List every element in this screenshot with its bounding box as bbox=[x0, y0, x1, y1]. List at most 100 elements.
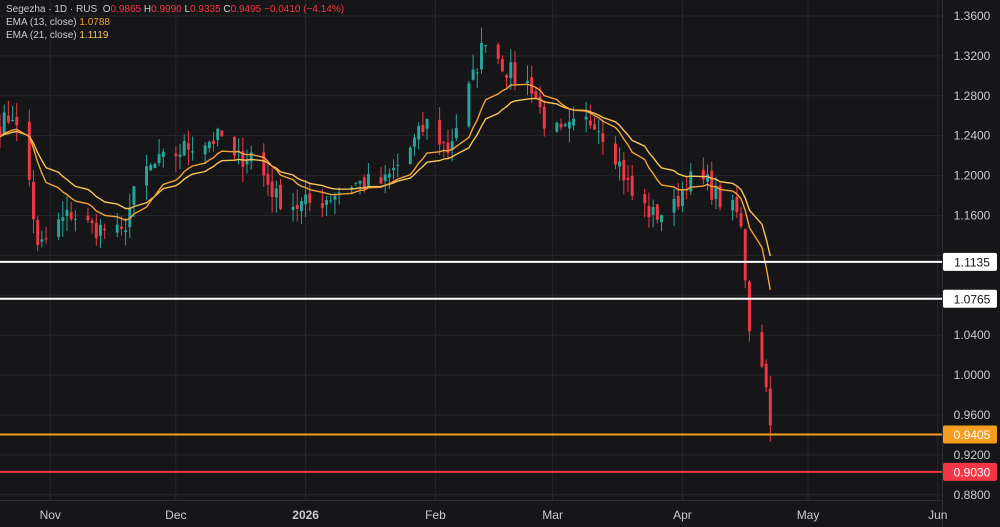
candle-body bbox=[475, 72, 479, 74]
candle-body bbox=[739, 213, 743, 227]
candle-body bbox=[689, 171, 693, 192]
legend-ohlc-row: Segezha · 1D · RUS O0.9865 H0.9990 L0.93… bbox=[6, 3, 344, 16]
x-tick-label: Feb bbox=[425, 508, 446, 522]
candle-body bbox=[279, 184, 282, 209]
legend-open-value: 0.9865 bbox=[110, 4, 142, 15]
price-tag-0.9405 bbox=[943, 425, 997, 444]
x-tick-label: Dec bbox=[165, 508, 186, 522]
candle-body bbox=[274, 188, 278, 198]
candle-body bbox=[299, 201, 303, 212]
candle-body bbox=[153, 163, 157, 169]
candle-body bbox=[207, 141, 211, 149]
candle-body bbox=[36, 220, 40, 245]
candle-body bbox=[413, 137, 416, 147]
candle-body bbox=[73, 219, 77, 221]
candle-body bbox=[178, 154, 182, 157]
candle-body bbox=[266, 174, 270, 185]
candle-body bbox=[505, 75, 509, 78]
candle-body bbox=[392, 167, 396, 171]
candle-body bbox=[718, 185, 722, 208]
candle-body bbox=[480, 42, 483, 70]
candle-body bbox=[613, 143, 617, 165]
candle-body bbox=[601, 133, 605, 142]
candle-body bbox=[706, 174, 710, 182]
candle-body bbox=[329, 200, 333, 202]
legend-low-value: 0.9335 bbox=[190, 4, 221, 15]
candle-body bbox=[438, 119, 442, 145]
y-tick-label: 0.8800 bbox=[954, 488, 991, 502]
candle-body bbox=[40, 239, 44, 242]
ema13-line bbox=[0, 83, 771, 291]
candle-body bbox=[421, 124, 425, 132]
candle-body bbox=[496, 44, 500, 59]
candle-body bbox=[454, 128, 458, 139]
candle-body bbox=[618, 161, 622, 167]
candle-body bbox=[354, 182, 358, 184]
candle-body bbox=[572, 118, 576, 126]
legend-change-value: −0.0410 (−4.14%) bbox=[264, 4, 345, 15]
candle-body bbox=[584, 116, 588, 120]
candle-body bbox=[383, 174, 387, 182]
candle-body bbox=[710, 170, 714, 200]
candle-body bbox=[366, 174, 370, 186]
candle-body bbox=[65, 209, 69, 217]
price-tag-1.0765 bbox=[943, 289, 997, 308]
candle-body bbox=[563, 124, 567, 127]
candle-body bbox=[735, 196, 739, 213]
x-tick-label: Mar bbox=[542, 508, 563, 522]
candle-body bbox=[103, 228, 107, 231]
candle-body bbox=[542, 106, 546, 129]
candle-body bbox=[672, 198, 676, 213]
candle-body bbox=[701, 169, 705, 180]
candle-body bbox=[651, 207, 655, 215]
y-tick-label: 1.2800 bbox=[954, 89, 991, 103]
candle-body bbox=[526, 80, 529, 84]
candle-body bbox=[90, 220, 94, 224]
candle-body bbox=[174, 153, 178, 157]
y-tick-label: 1.2000 bbox=[954, 169, 991, 183]
y-tick-label: 1.1600 bbox=[954, 208, 991, 222]
candle-body bbox=[232, 137, 236, 156]
price-tag-text: 1.1135 bbox=[954, 255, 990, 269]
candle-body bbox=[0, 126, 2, 137]
legend-close-value: 0.9495 bbox=[230, 4, 262, 15]
candle-body bbox=[99, 224, 102, 236]
candle-body bbox=[743, 229, 747, 281]
candle-body bbox=[471, 69, 475, 80]
candle-body bbox=[61, 217, 65, 221]
y-tick-label: 1.3200 bbox=[954, 49, 991, 63]
candle-body bbox=[768, 388, 772, 426]
price-tag-text: 0.9405 bbox=[954, 428, 991, 442]
candle-body bbox=[191, 151, 195, 153]
candle-body bbox=[467, 83, 471, 127]
candle-body bbox=[358, 180, 362, 184]
x-tick-label: Nov bbox=[40, 508, 61, 522]
candle-body bbox=[643, 194, 647, 204]
candle-body bbox=[350, 187, 354, 190]
y-tick-label: 1.0000 bbox=[954, 368, 991, 382]
candle-body bbox=[446, 142, 450, 153]
candle-body bbox=[513, 62, 517, 84]
candle-body bbox=[655, 204, 659, 220]
candle-body bbox=[387, 173, 391, 178]
candle-body bbox=[626, 177, 630, 180]
candle-body bbox=[32, 181, 35, 220]
legend-ema21-value: 1.1119 bbox=[79, 30, 109, 41]
candle-body bbox=[647, 206, 651, 218]
candle-body bbox=[731, 199, 735, 211]
candle-body bbox=[94, 222, 98, 238]
legend-ema21-row[interactable]: EMA (21, close) 1.1119 bbox=[6, 29, 344, 42]
candle-body bbox=[161, 151, 165, 157]
candle-body bbox=[379, 177, 383, 184]
legend-ema13-value: 1.0788 bbox=[79, 17, 110, 28]
candle-body bbox=[538, 96, 542, 108]
legend-ema13-row[interactable]: EMA (13, close) 1.0788 bbox=[6, 16, 344, 29]
candle-body bbox=[308, 193, 312, 203]
candle-body bbox=[396, 164, 400, 166]
candle-body bbox=[450, 141, 454, 150]
candle-body bbox=[119, 226, 123, 229]
chart-legend: Segezha · 1D · RUS O0.9865 H0.9990 L0.93… bbox=[6, 3, 344, 42]
candle-body bbox=[676, 195, 680, 207]
candle-body bbox=[567, 121, 571, 129]
